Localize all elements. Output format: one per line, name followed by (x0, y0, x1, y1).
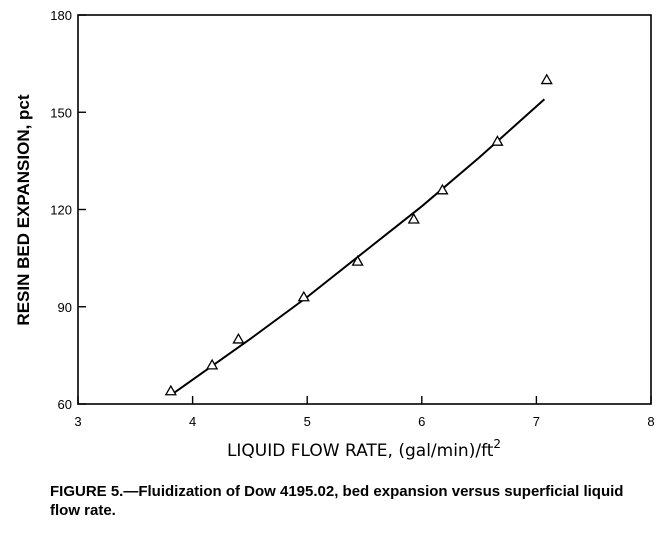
y-axis-ticks: 60 90 120 150 180 (50, 8, 86, 412)
data-point-triangle (407, 212, 420, 224)
data-point-triangle (540, 73, 553, 85)
y-tick-label: 180 (50, 8, 72, 23)
data-point-triangle (491, 135, 504, 146)
x-axis-ticks: 3 4 5 6 7 8 (74, 396, 655, 429)
x-axis-title: LIQUID FLOW RATE, (gal/min)/ft2 (227, 437, 501, 461)
data-point-triangle (164, 384, 177, 396)
data-point-triangle (436, 183, 449, 195)
x-tick-label: 8 (647, 414, 654, 429)
fit-line-layer (171, 98, 546, 396)
plot-frame (77, 14, 652, 405)
x-tick-label: 4 (189, 414, 196, 429)
data-point-triangle (297, 290, 310, 302)
data-point-triangle (232, 332, 245, 344)
y-axis-label: RESIN BED EXPANSION, pct (14, 94, 33, 325)
data-point-triangle (351, 255, 364, 266)
x-axis-label: LIQUID FLOW RATE, (gal/min)/ft (227, 441, 494, 461)
figure-caption: FIGURE 5.—Fluidization of Dow 4195.02, b… (50, 483, 624, 519)
chart: 3 4 5 6 7 8 60 90 120 150 180 LIQUID FLOW RATE, (… (14, 8, 655, 461)
y-tick-label: 90 (58, 300, 72, 315)
y-tick-label: 150 (50, 105, 72, 120)
y-tick-label: 60 (58, 397, 72, 412)
y-tick-label: 120 (50, 203, 72, 218)
data-points-layer (164, 73, 553, 396)
x-tick-label: 7 (533, 414, 540, 429)
x-axis-label-superscript: 2 (493, 437, 501, 451)
fit-line (171, 98, 546, 396)
x-tick-label: 6 (418, 414, 425, 429)
x-tick-label: 5 (304, 414, 311, 429)
data-point-triangle (205, 358, 219, 370)
x-tick-label: 3 (74, 414, 81, 429)
